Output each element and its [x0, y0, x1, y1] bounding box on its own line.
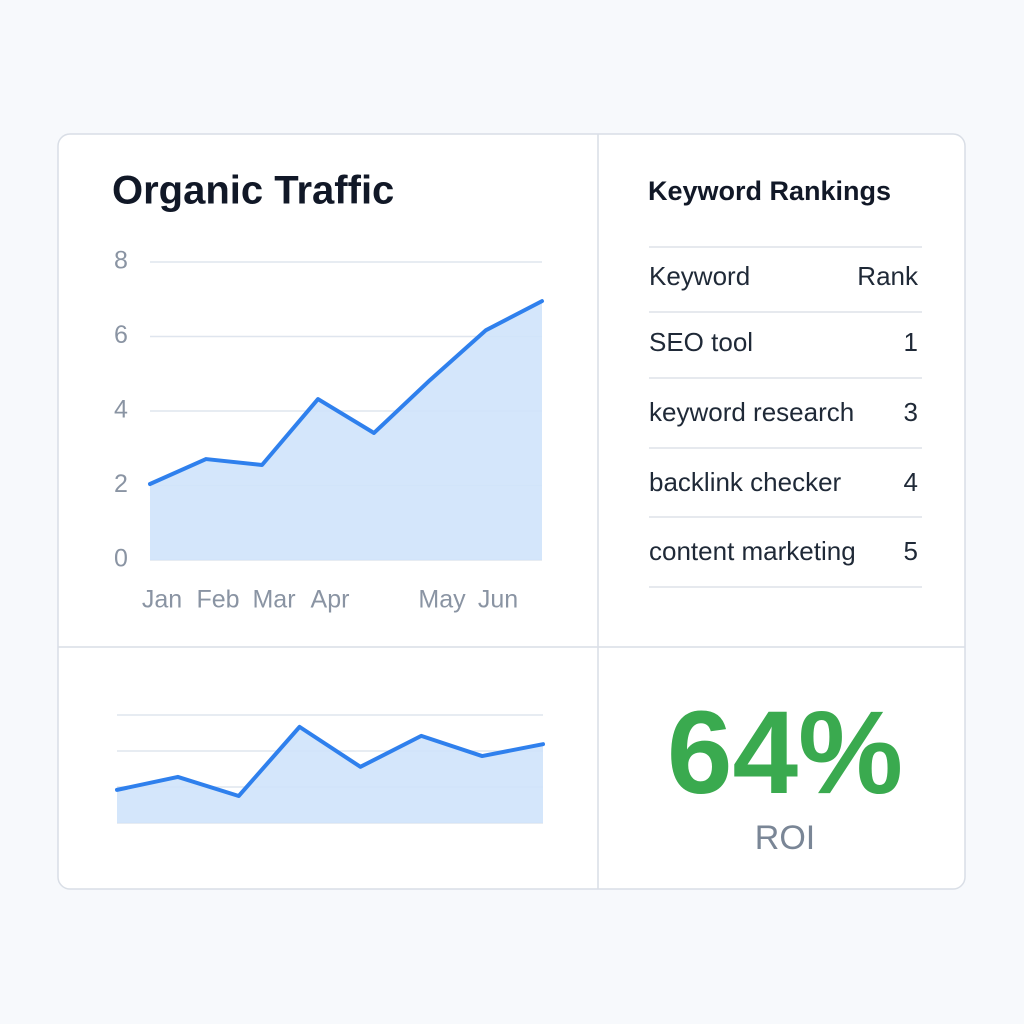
keyword: SEO tool — [649, 327, 753, 357]
line — [115, 724, 545, 798]
y-tick-label: 6 — [114, 321, 128, 349]
rank: 1 — [904, 327, 918, 357]
roi-label: ROI — [755, 819, 815, 857]
table-header: Rank — [857, 261, 919, 291]
keyword: backlink checker — [649, 467, 842, 497]
keyword: keyword research — [649, 397, 854, 427]
table-title: Keyword Rankings — [648, 176, 891, 206]
y-tick-label: 2 — [114, 470, 128, 498]
table-header: Keyword — [649, 261, 750, 291]
y-tick-label: 0 — [114, 545, 128, 573]
line — [148, 299, 544, 487]
area — [117, 726, 543, 823]
x-tick-label: Jan — [142, 586, 182, 614]
area — [150, 301, 542, 560]
x-tick-label: Apr — [311, 586, 350, 614]
rank: 4 — [904, 467, 918, 497]
x-tick-label: Feb — [196, 586, 239, 614]
rank: 5 — [904, 536, 918, 566]
x-tick-label: May — [418, 586, 466, 614]
keyword: content marketing — [649, 536, 856, 566]
rank: 3 — [904, 397, 918, 427]
x-tick-label: Mar — [252, 586, 295, 614]
x-tick-label: Jun — [478, 586, 518, 614]
y-tick-label: 4 — [114, 396, 128, 424]
roi-value: 64% — [667, 687, 903, 819]
chart-title: Organic Traffic — [112, 169, 394, 213]
y-tick-label: 8 — [114, 247, 128, 275]
